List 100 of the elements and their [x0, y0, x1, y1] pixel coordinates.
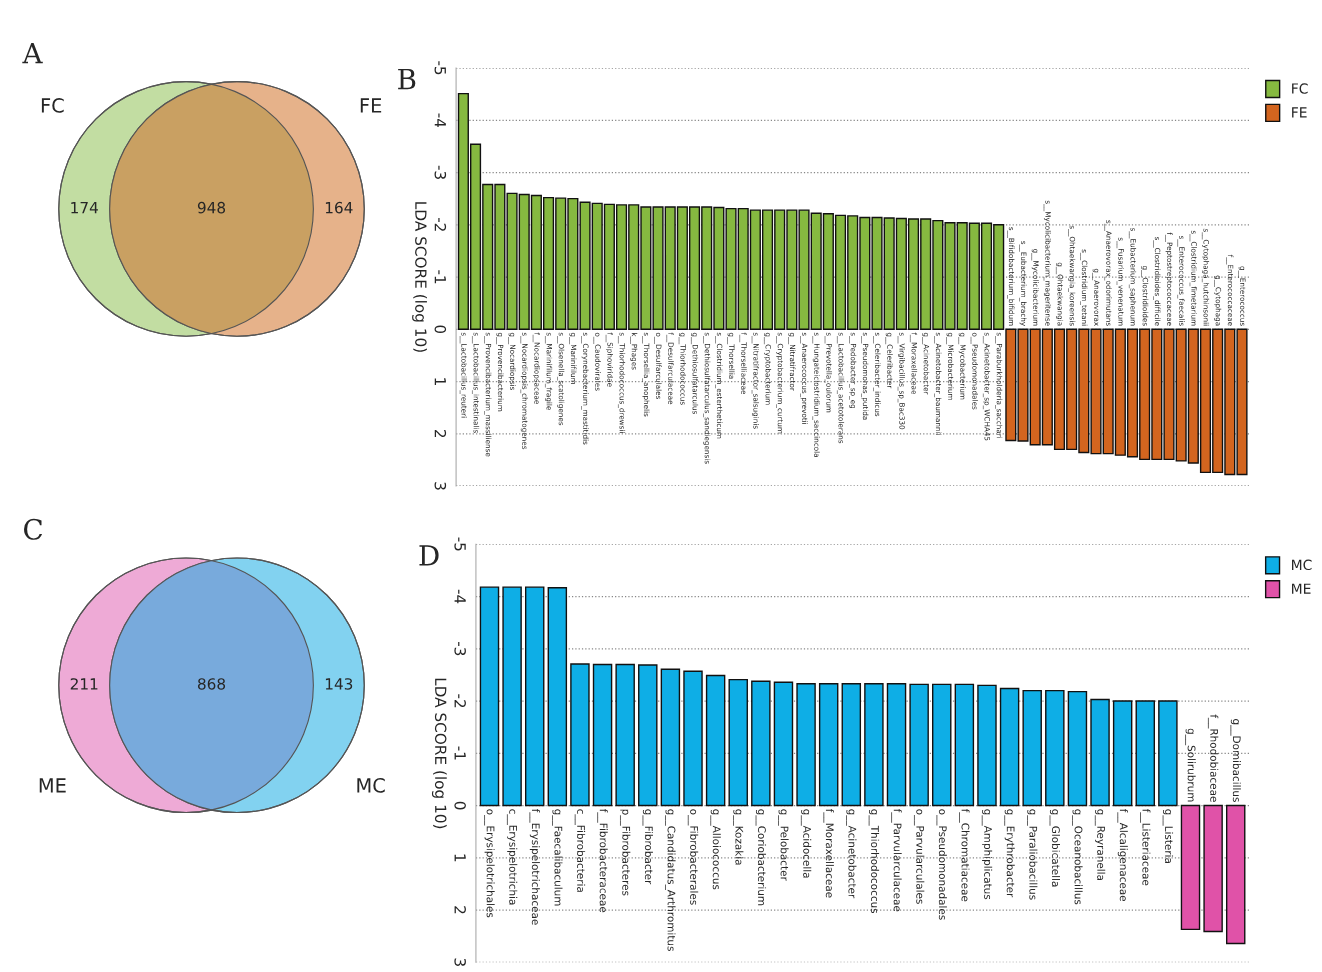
- x-tick-label: o__Parvularculales: [913, 809, 925, 904]
- x-tick-label: f__Rhodobiaceae: [1207, 714, 1219, 802]
- y-tick-label: 3: [454, 958, 466, 966]
- x-tick-label: g__Globicatella: [1049, 809, 1060, 887]
- x-tick-label: f__Fibrobacteraceae: [597, 808, 608, 913]
- y-tick-label: 1: [434, 378, 446, 385]
- bar: [683, 670, 703, 807]
- x-tick-label: g__Erythrobacter: [1004, 809, 1015, 898]
- x-tick-label: g__Alloiococcus: [710, 809, 721, 890]
- y-tick-label: 0: [434, 325, 447, 334]
- legend-label: FE: [1292, 107, 1307, 118]
- x-tick-label: f__Parvularculaceae: [891, 808, 902, 912]
- y-tick-label: -1: [454, 746, 466, 760]
- y-tick-label: 1: [454, 854, 466, 862]
- bar: [547, 586, 568, 807]
- bar: [479, 586, 500, 807]
- bar: [932, 683, 952, 807]
- data-label: 164: [325, 201, 353, 214]
- bar: [796, 683, 816, 807]
- bar: [841, 683, 862, 807]
- category-label: FC: [41, 98, 64, 113]
- y-axis-title: LDA SCORE (log 10): [431, 678, 447, 829]
- bar: [502, 586, 522, 807]
- legend-label: FC: [1292, 83, 1308, 94]
- bar: [660, 668, 681, 807]
- bar: [751, 680, 771, 807]
- text: C: [24, 518, 43, 540]
- legend-label: MC: [1292, 559, 1312, 571]
- bar: [977, 684, 997, 807]
- x-tick-label: o__Fibrobacterales: [687, 809, 699, 905]
- y-tick-label: 2: [454, 906, 466, 914]
- y-tick-label: -4: [434, 113, 446, 128]
- bar: [864, 683, 884, 807]
- bar: [705, 674, 726, 807]
- x-tick-label: g__Coriobacterium: [755, 809, 767, 906]
- x-tick-label: c__Erysipelotrichia: [506, 809, 518, 905]
- x-tick-label: g__Reyranella: [1094, 809, 1106, 880]
- bar: [1112, 700, 1133, 807]
- x-tick-label: f__Listeriaceae: [1140, 808, 1151, 886]
- category-label: FE: [360, 98, 382, 113]
- bar: [1225, 804, 1246, 945]
- bar: [1135, 700, 1156, 807]
- x-tick-label: g__Pelobacter: [778, 809, 789, 881]
- y-tick-label: -5: [434, 61, 446, 75]
- bar: [728, 678, 748, 807]
- x-tick-label: o__Pseudomonadales: [936, 809, 947, 920]
- data-label: 211: [70, 678, 98, 690]
- x-tick-label: c__Fibrobacteria: [574, 809, 586, 892]
- bar: [638, 664, 658, 807]
- x-tick-label: g__Domibacillus: [1230, 719, 1241, 802]
- x-tick-label: f__Alcaligenaceae: [1117, 808, 1128, 902]
- chart-title: B: [398, 68, 416, 90]
- x-tick-label: g__Acinetobacter: [846, 809, 857, 899]
- x-tick-label: p__Fibrobacteres: [619, 809, 631, 896]
- bar: [524, 586, 545, 807]
- bar: [909, 683, 929, 807]
- data-label: 868: [197, 678, 226, 690]
- y-axis-title: LDA SCORE (log 10): [412, 202, 427, 352]
- bar: [1067, 690, 1088, 807]
- bar: [1180, 804, 1201, 931]
- x-tick-label: g__Listeria: [1162, 809, 1174, 863]
- y-tick-label: 2: [434, 430, 447, 438]
- x-tick-label: f__Chromatiaceae: [959, 808, 970, 902]
- x-tick-label: f__Moraxellaceae: [823, 808, 834, 898]
- bar: [592, 663, 613, 807]
- x-tick-label: g__Oceanobacillus: [1072, 809, 1083, 905]
- x-tick-label: g__Acidocella: [800, 809, 812, 878]
- bar: [773, 681, 794, 807]
- y-tick-label: -3: [454, 641, 466, 656]
- x-tick-label: f__Erysipelotrichaceae: [529, 808, 540, 925]
- x-tick-label: g__Candidatus_Arthromitus: [665, 809, 676, 951]
- category-label: ME: [39, 778, 66, 793]
- y-tick-label: -5: [454, 537, 466, 551]
- data-label: 948: [197, 201, 226, 214]
- bar: [1045, 689, 1065, 807]
- text: A: [22, 42, 43, 64]
- bar: [954, 683, 975, 807]
- x-tick-label: g__Amphiplicatus: [981, 809, 993, 900]
- legend-label: ME: [1292, 583, 1311, 594]
- y-tick-label: -3: [434, 165, 447, 179]
- bar: [999, 687, 1020, 807]
- x-tick-label: g__Kozakia: [733, 809, 744, 865]
- bar: [1090, 698, 1110, 807]
- category-label: MC: [357, 778, 385, 793]
- y-tick-label: 0: [454, 801, 466, 810]
- bar: [886, 683, 907, 807]
- data-label: 174: [71, 202, 98, 214]
- y-tick-label: -1: [434, 270, 446, 284]
- y-tick-label: -2: [434, 217, 447, 231]
- bar: [818, 683, 839, 807]
- bar: [1022, 689, 1042, 807]
- x-tick-label: g__Fibrobacter: [642, 809, 653, 885]
- bar: [1203, 804, 1223, 933]
- x-tick-label: g__Faecalibaculum: [552, 809, 563, 906]
- x-tick-label: g__Thiorhodococcus: [868, 809, 880, 914]
- chart-title: D: [419, 545, 439, 566]
- data-label: 143: [325, 678, 353, 690]
- x-tick-label: g__Paraliobacillus: [1027, 809, 1038, 900]
- x-tick-label: o__Erysipelotrichales: [484, 809, 495, 918]
- y-tick-label: 3: [434, 482, 447, 490]
